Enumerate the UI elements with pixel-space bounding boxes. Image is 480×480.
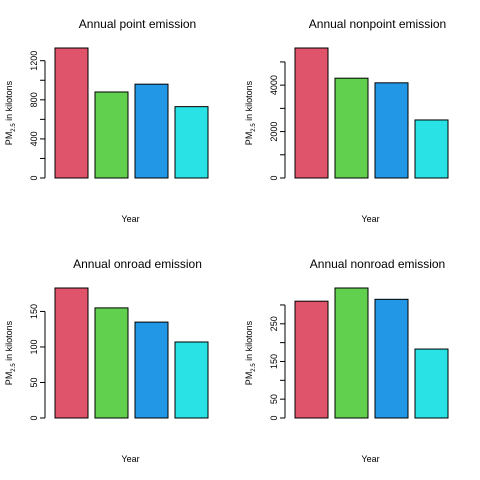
chart-panel-4: Annual nonroad emission 0 50 150 250 PM2.5 in… <box>244 257 449 464</box>
y-tick-label: 0 <box>269 175 279 180</box>
y-tick-label: 800 <box>29 92 39 107</box>
bar <box>134 321 169 419</box>
y-axis-label: PM2.5 in kilotons <box>244 320 257 385</box>
y-tick-label: 100 <box>29 339 39 354</box>
chart-title: Annual point emission <box>79 17 196 31</box>
y-tick-label: 250 <box>269 316 279 331</box>
chart-title: Annual nonpoint emission <box>309 17 446 31</box>
y-axis-label: PM2.5 in kilotons <box>4 80 17 145</box>
bar <box>54 47 89 179</box>
y-tick-label: 150 <box>29 304 39 319</box>
bar <box>174 106 209 179</box>
y-tick-label: 400 <box>29 131 39 146</box>
bar <box>374 82 409 179</box>
bar <box>414 348 449 419</box>
chart-title: Annual nonroad emission <box>310 257 445 271</box>
bar <box>94 91 129 179</box>
y-tick-label: 2000 <box>269 122 279 142</box>
y-axis-label: PM2.5 in kilotons <box>244 80 257 145</box>
bar <box>54 287 89 419</box>
x-axis-label: Year <box>361 454 379 464</box>
bar <box>414 119 449 179</box>
bar <box>334 77 369 179</box>
y-tick-label: 150 <box>269 354 279 369</box>
y-axis-label: PM2.5 in kilotons <box>4 320 17 385</box>
y-tick-label: 0 <box>29 175 39 180</box>
y-tick-label: 0 <box>29 415 39 420</box>
bar <box>294 300 329 419</box>
bar <box>174 341 209 419</box>
bar <box>94 307 129 419</box>
chart-panel-2: Annual nonpoint emission 0 2000 4000 PM2.5 i… <box>244 17 449 224</box>
bar <box>334 287 369 419</box>
chart-title: Annual onroad emission <box>73 257 202 271</box>
bar <box>294 47 329 179</box>
bar <box>374 298 409 419</box>
y-tick-label: 4000 <box>269 75 279 95</box>
x-axis-label: Year <box>361 214 379 224</box>
chart-panel-1: Annual point emission 0 400 800 1200 PM2.5 in… <box>4 17 209 224</box>
y-tick-label: 50 <box>29 377 39 387</box>
x-axis-label: Year <box>121 214 139 224</box>
y-tick-label: 50 <box>269 394 279 404</box>
y-tick-label: 0 <box>269 415 279 420</box>
chart-panel-3: Annual onroad emission 0 50 100 150 PM2.5 in … <box>4 257 209 464</box>
y-tick-label: 1200 <box>29 51 39 71</box>
bar <box>134 83 169 179</box>
x-axis-label: Year <box>121 454 139 464</box>
